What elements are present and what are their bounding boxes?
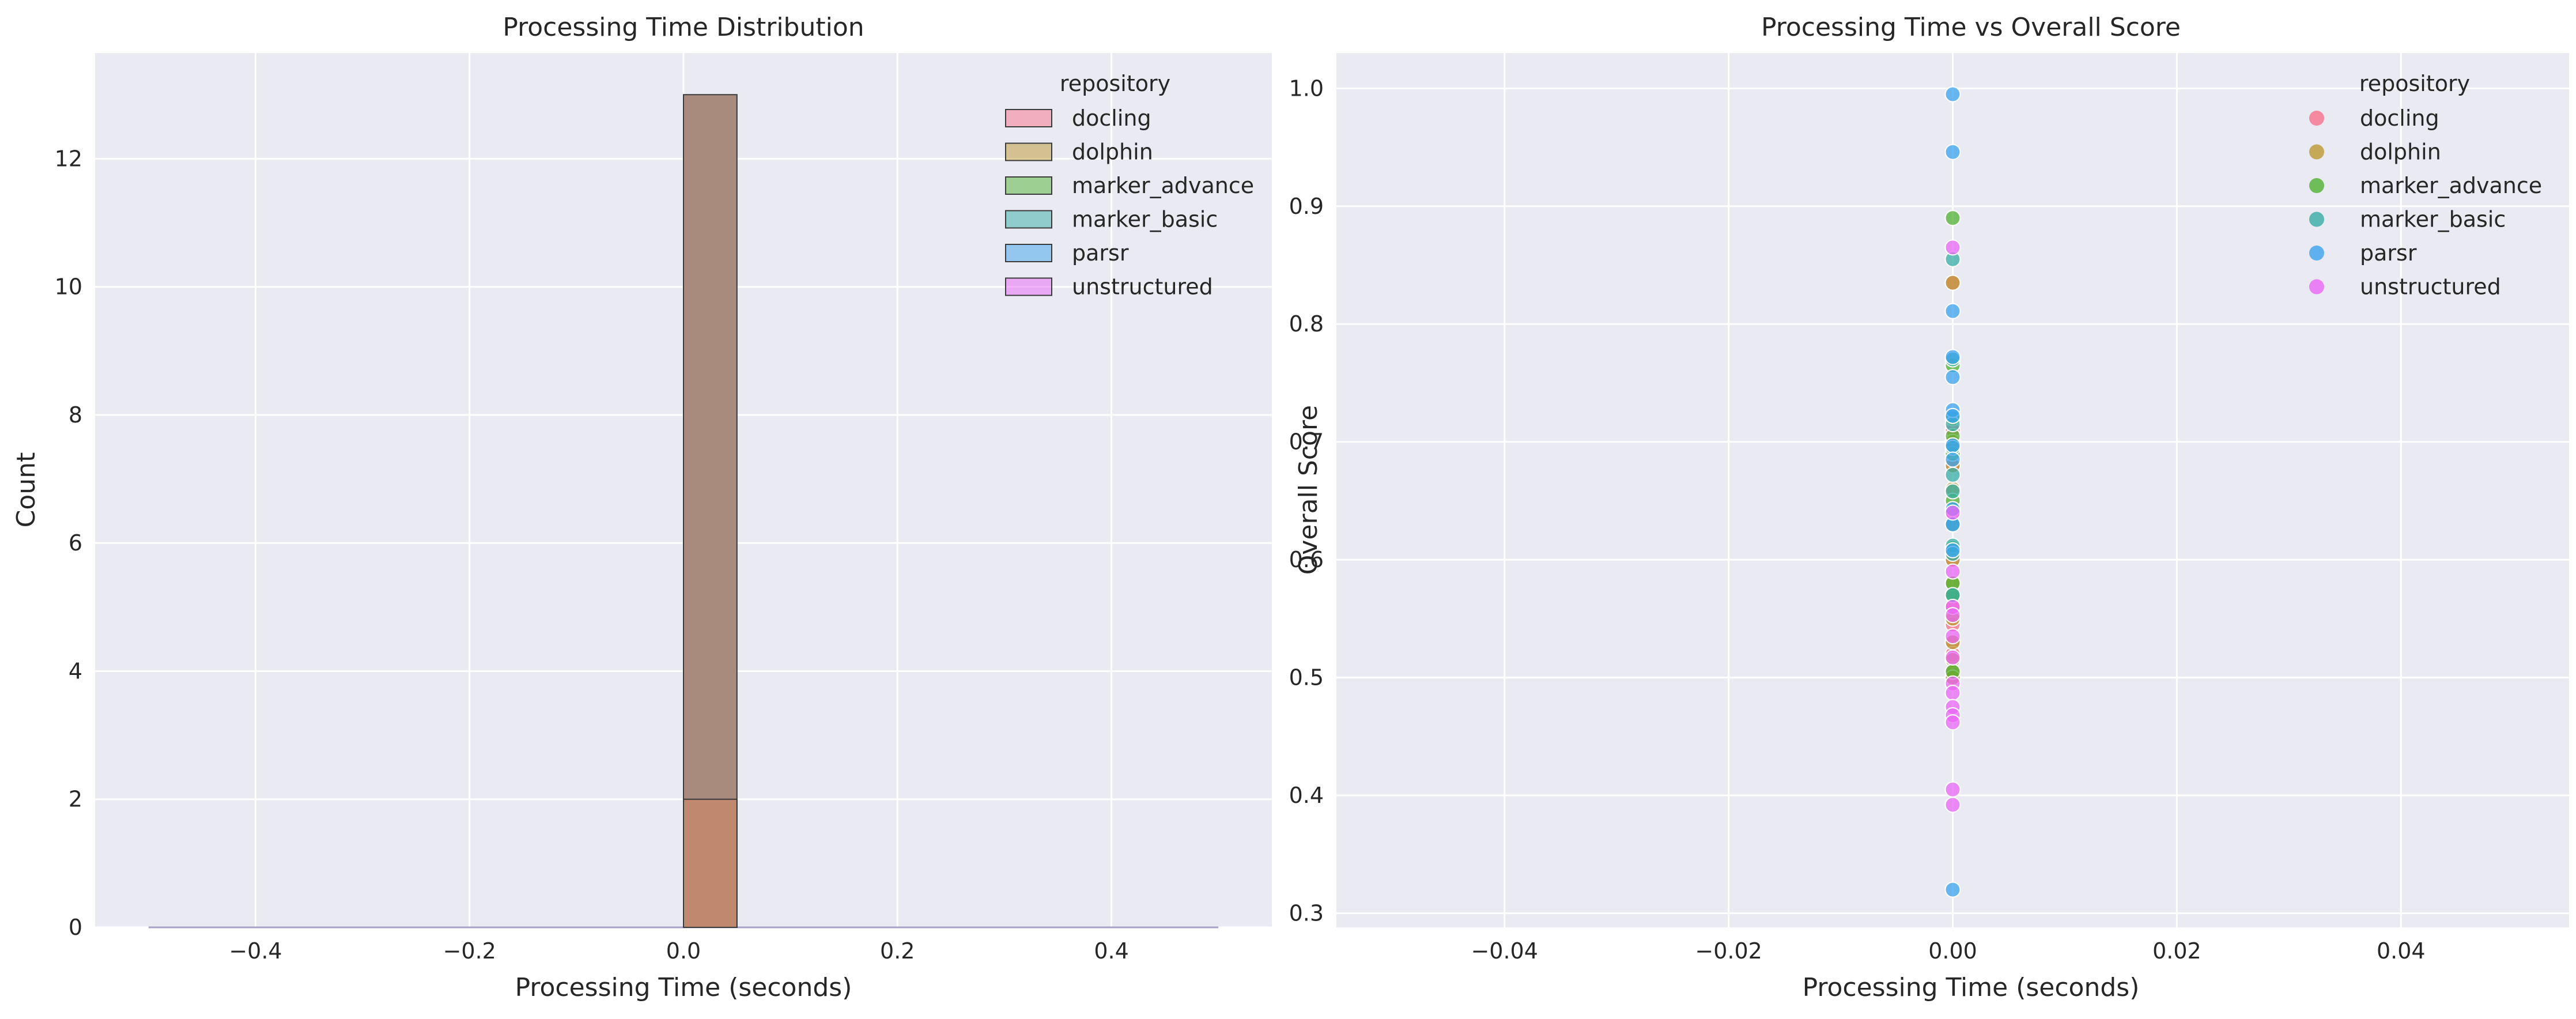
- scatter-legend-marker-parsr: [2309, 246, 2324, 261]
- scatter-legend-label-parsr: parsr: [2360, 240, 2417, 266]
- scatter-point-parsr: [1944, 349, 1961, 365]
- scatter-point-parsr: [1944, 437, 1961, 454]
- histogram-x-tick-label: 0.2: [880, 938, 915, 964]
- scatter-point-unstructured: [1944, 239, 1961, 256]
- scatter-legend-label-marker_advance: marker_advance: [2360, 173, 2542, 198]
- histogram-y-tick-label: 4: [69, 658, 82, 684]
- scatter-y-tick-label: 0.6: [1289, 547, 1324, 572]
- scatter-x-tick-label: −0.02: [1695, 938, 1762, 964]
- histogram-legend-label-unstructured: unstructured: [1072, 274, 1213, 300]
- histogram-y-tick-label: 8: [69, 402, 82, 428]
- histogram-legend-title: repository: [1060, 71, 1170, 96]
- scatter-legend-label-unstructured: unstructured: [2360, 274, 2501, 300]
- scatter-point-unstructured: [1944, 781, 1961, 798]
- histogram-legend-swatch-unstructured: [1005, 277, 1052, 296]
- scatter-y-tick-label: 1.0: [1289, 76, 1324, 101]
- histogram-title: Processing Time Distribution: [503, 13, 864, 42]
- histogram-legend-label-marker_basic: marker_basic: [1072, 207, 1218, 232]
- scatter-x-axis-label: Processing Time (seconds): [1803, 973, 2140, 1002]
- histogram-legend: repository docling dolphin marker_advancem…: [1005, 71, 1254, 300]
- histogram-y-tick-label: 12: [55, 146, 82, 171]
- scatter-y-ticks: 0.3 0.4 0.5 0.6 0.7 0.8 0.9 1.0: [1289, 76, 1324, 926]
- scatter-legend-marker-marker_advance: [2309, 178, 2324, 193]
- scatter-x-tick-label: −0.04: [1471, 938, 1538, 964]
- scatter-point-unstructured: [1944, 563, 1961, 580]
- scatter-y-tick-label: 0.4: [1289, 783, 1324, 808]
- histogram-legend-label-docling: docling: [1072, 105, 1151, 131]
- histogram-legend-swatch-parsr: [1005, 244, 1052, 262]
- scatter-point-parsr: [1944, 144, 1961, 160]
- scatter-legend-label-docling: docling: [2360, 105, 2439, 131]
- scatter-y-tick-label: 0.7: [1289, 429, 1324, 455]
- histogram-legend-label-parsr: parsr: [1072, 240, 1129, 266]
- scatter-y-tick-label: 0.8: [1289, 311, 1324, 337]
- histogram-y-axis-label: Count: [12, 452, 41, 528]
- scatter-x-tick-label: 0.00: [1928, 938, 1977, 964]
- histogram-y-tick-label: 2: [69, 787, 82, 812]
- scatter-x-tick-label: 0.02: [2152, 938, 2201, 964]
- histogram-x-tick-label: 0.4: [1094, 938, 1128, 964]
- scatter-panel: −0.04 −0.02 0.00 0.02 0.04 0.30.40.50.60.70.…: [1289, 13, 2569, 1002]
- scatter-point-unstructured: [1944, 504, 1961, 521]
- histogram-legend-label-marker_advance: marker_advance: [1072, 173, 1254, 198]
- histogram-y-tick-label: 10: [55, 274, 82, 300]
- histogram-bar-docling: [683, 798, 738, 928]
- scatter-point-marker_basic: [1944, 483, 1961, 500]
- scatter-point-parsr: [1944, 542, 1961, 558]
- scatter-legend-marker-marker_basic: [2309, 212, 2324, 227]
- scatter-point-unstructured: [1944, 797, 1961, 813]
- scatter-point-parsr: [1944, 86, 1961, 103]
- scatter-point-unstructured: [1944, 714, 1961, 731]
- scatter-legend: repository docling dolphin marker_advancem…: [2309, 71, 2542, 300]
- scatter-point-unstructured: [1944, 649, 1961, 666]
- histogram-legend-label-dolphin: dolphin: [1072, 139, 1153, 165]
- scatter-x-ticks: −0.04 −0.02 0.00 0.02 0.04: [1471, 938, 2425, 964]
- scatter-point-parsr: [1944, 407, 1961, 424]
- scatter-point-parsr: [1944, 451, 1961, 468]
- histogram-y-ticks: 0 2 4 6 8 10 12: [55, 146, 82, 940]
- histogram-y-tick-label: 0: [69, 915, 82, 940]
- histogram-x-ticks: −0.4 −0.2 0.0 0.2 0.4: [229, 938, 1128, 964]
- scatter-point-unstructured: [1944, 607, 1961, 624]
- scatter-point-parsr: [1944, 881, 1961, 898]
- histogram-legend-swatch-marker_basic: [1005, 210, 1052, 229]
- histogram-x-tick-label: 0.0: [666, 938, 701, 964]
- histogram-panel: −0.4 −0.2 0.0 0.2 0.4 0 2 4 6 8 10 12 Processing T…: [12, 13, 1272, 1002]
- scatter-y-tick-label: 0.5: [1289, 665, 1324, 690]
- scatter-y-tick-label: 0.9: [1289, 194, 1324, 219]
- histogram-legend-swatch-dolphin: [1005, 142, 1052, 161]
- histogram-x-axis-label: Processing Time (seconds): [515, 973, 852, 1002]
- histogram-bar-dolphin: [683, 94, 738, 929]
- scatter-point-parsr: [1944, 303, 1961, 319]
- scatter-legend-marker-docling: [2309, 111, 2324, 126]
- histogram-y-tick-label: 6: [69, 530, 82, 556]
- histogram-x-tick-label: −0.2: [443, 938, 496, 964]
- scatter-legend-marker-dolphin: [2309, 144, 2324, 160]
- scatter-x-tick-label: 0.04: [2377, 938, 2426, 964]
- scatter-point-unstructured: [1944, 628, 1961, 645]
- scatter-legend-label-dolphin: dolphin: [2360, 139, 2441, 165]
- histogram-legend-swatch-marker_advance: [1005, 176, 1052, 195]
- scatter-legend-title: repository: [2359, 71, 2470, 96]
- scatter-y-axis-label: Overall Score: [1294, 405, 1323, 575]
- scatter-title: Processing Time vs Overall Score: [1761, 13, 2181, 42]
- histogram-legend-swatch-docling: [1005, 109, 1052, 127]
- scatter-point-unstructured: [1944, 685, 1961, 701]
- scatter-point-marker_advance: [1944, 210, 1961, 227]
- scatter-point-parsr: [1944, 369, 1961, 386]
- histogram-bars: [148, 94, 1219, 929]
- scatter-legend-label-marker_basic: marker_basic: [2360, 207, 2506, 232]
- scatter-legend-marker-unstructured: [2309, 279, 2324, 295]
- scatter-points: [1944, 86, 1961, 898]
- scatter-point-marker_basic: [1944, 466, 1961, 483]
- scatter-point-dolphin: [1944, 274, 1961, 291]
- histogram-x-tick-label: −0.4: [229, 938, 282, 964]
- scatter-y-tick-label: 0.3: [1289, 900, 1324, 926]
